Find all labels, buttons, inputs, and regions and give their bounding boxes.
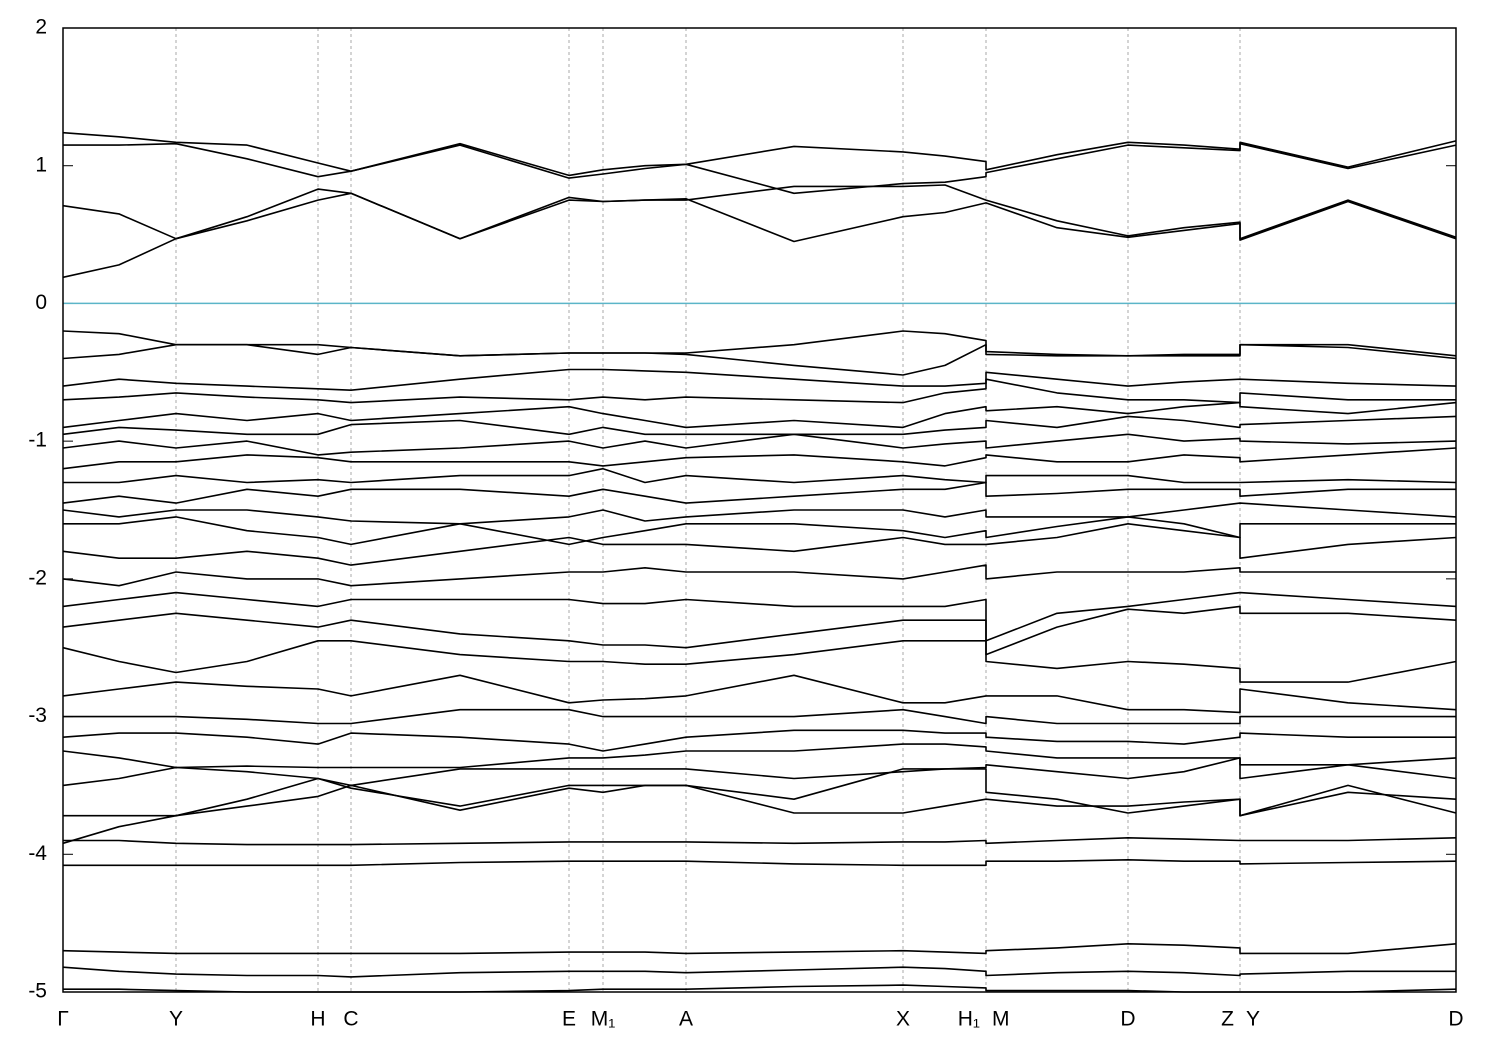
band-line bbox=[62, 184, 1457, 240]
band-line bbox=[62, 131, 1457, 177]
x-tick-label: H bbox=[310, 1008, 325, 1031]
band-line bbox=[62, 777, 1457, 845]
y-tick-label: -3 bbox=[28, 704, 47, 727]
band-line bbox=[62, 605, 1457, 656]
x-tick-label: C bbox=[343, 1008, 358, 1031]
y-tick-label: 1 bbox=[35, 153, 47, 176]
band-line bbox=[63, 859, 1457, 867]
band-line bbox=[63, 142, 1457, 195]
x-tick-label: D bbox=[1120, 1008, 1135, 1031]
band-line bbox=[63, 467, 1457, 484]
y-tick-label: -2 bbox=[28, 566, 47, 589]
x-tick-label: Γ bbox=[57, 1008, 69, 1031]
band-line bbox=[62, 192, 1457, 279]
band-line bbox=[62, 743, 1457, 769]
band-line bbox=[63, 708, 1456, 725]
band-line bbox=[62, 481, 1456, 504]
band-line bbox=[62, 378, 1456, 404]
x-tick-label: E bbox=[562, 1008, 576, 1031]
y-tick-label: -5 bbox=[28, 980, 47, 1003]
band-line bbox=[63, 984, 1457, 993]
band-line bbox=[62, 401, 1457, 429]
band-line bbox=[62, 674, 1457, 714]
band-line bbox=[62, 433, 1457, 456]
band-line bbox=[62, 943, 1457, 955]
band-line bbox=[62, 966, 1456, 978]
x-tick-label: D bbox=[1448, 1008, 1463, 1031]
y-tick-label: -1 bbox=[28, 429, 47, 452]
x-tick-label: M₁ bbox=[591, 1008, 616, 1031]
y-tick-label: 0 bbox=[35, 291, 47, 314]
band-line bbox=[62, 640, 1457, 683]
band-line bbox=[62, 330, 1457, 360]
x-tick-label: X bbox=[896, 1008, 910, 1031]
band-line bbox=[62, 368, 1457, 391]
band-line bbox=[62, 564, 1456, 587]
band-line bbox=[62, 447, 1457, 470]
plot-frame bbox=[62, 27, 1457, 993]
band-line bbox=[62, 757, 1457, 787]
y-tick-label: -4 bbox=[28, 842, 47, 865]
band-line bbox=[62, 343, 1457, 376]
x-tick-label: A bbox=[679, 1008, 693, 1031]
band-line bbox=[62, 502, 1457, 525]
band-line bbox=[62, 523, 1457, 566]
band-line bbox=[63, 837, 1457, 846]
band-line bbox=[63, 516, 1456, 546]
x-tick-label: Z bbox=[1221, 1008, 1234, 1031]
band-line bbox=[62, 591, 1457, 642]
band-line bbox=[63, 768, 1457, 817]
x-tick-label: H₁ bbox=[958, 1008, 980, 1031]
x-tick-label: Y bbox=[169, 1008, 183, 1031]
x-tick-label: Y bbox=[1246, 1008, 1260, 1031]
band-line bbox=[62, 729, 1456, 752]
y-tick-label: 2 bbox=[35, 16, 47, 39]
x-tick-label: M bbox=[992, 1008, 1010, 1031]
band-line bbox=[62, 415, 1457, 436]
